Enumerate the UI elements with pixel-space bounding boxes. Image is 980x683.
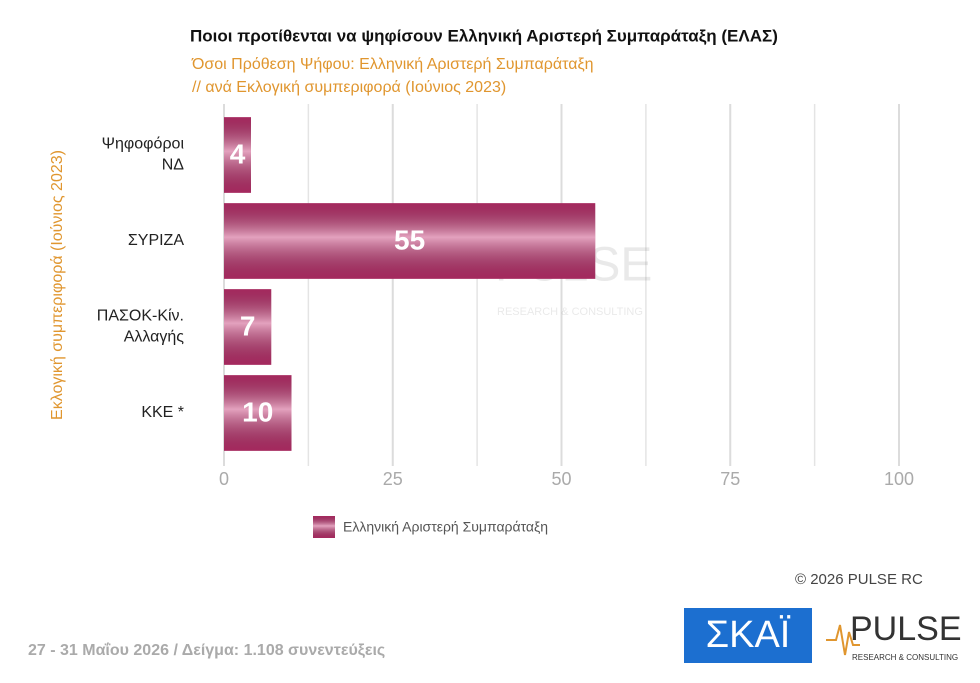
pulse-logo: PULSE <box>850 610 962 648</box>
x-tick-label: 100 <box>884 469 914 489</box>
x-tick-label: 75 <box>720 469 740 489</box>
skai-logo-text: ΣΚΑΪ <box>706 614 791 656</box>
x-tick-label: 25 <box>383 469 403 489</box>
y-axis-label: Εκλογική συμπεριφορά (Ιούνιος 2023) <box>49 150 66 420</box>
bar-shine <box>224 375 292 451</box>
legend-label: Ελληνική Αριστερή Συμπαράταξη <box>343 519 548 535</box>
data-label: 55 <box>394 224 425 255</box>
y-tick-label: ΠΑΣΟΚ-Κίν. Αλλαγής <box>97 308 185 346</box>
y-tick-label: ΣΥΡΙΖΑ <box>128 232 184 249</box>
subtitle: // ανά Εκλογική συμπεριφορά (Ιούνιος 202… <box>192 79 506 96</box>
data-label: 7 <box>240 310 256 341</box>
legend-swatch-shine <box>313 516 335 538</box>
pulse-logo-wave <box>826 624 860 656</box>
footer: 27 - 31 Μαΐου 2026 / Δείγμα: 1.108 συνεν… <box>28 642 385 659</box>
bar-shine <box>224 203 596 279</box>
watermark-text: RESEARCH & CONSULTING <box>497 306 643 318</box>
pulse-logo-sub: RESEARCH & CONSULTING <box>852 653 958 662</box>
y-tick-label: Ψηφοφόροι ΝΔ <box>102 136 185 174</box>
x-tick-label: 0 <box>219 469 229 489</box>
y-tick-label: ΚΚΕ * <box>141 404 184 421</box>
x-tick-label: 50 <box>551 469 571 489</box>
skai-logo <box>684 608 812 663</box>
bar-shine <box>224 289 272 365</box>
chart-title: Ποιοι προτίθενται να ψηφίσουν Ελληνική Α… <box>190 26 778 45</box>
data-label: 10 <box>242 396 273 427</box>
bar-shine <box>224 117 251 193</box>
data-label: 4 <box>230 138 246 169</box>
copyright: © 2026 PULSE RC <box>795 571 923 588</box>
subtitle: Όσοι Πρόθεση Ψήφου: Ελληνική Αριστερή Συ… <box>191 56 594 73</box>
